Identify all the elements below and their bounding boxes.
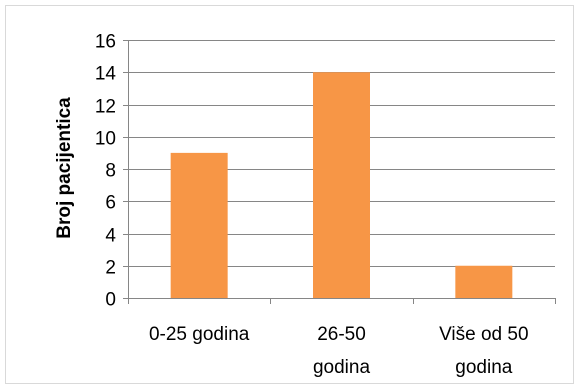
y-tick-label: 8 xyxy=(105,161,116,182)
bar-1 xyxy=(170,152,228,298)
y-tick-labels: 0 2 4 6 8 10 12 14 16 xyxy=(95,32,117,311)
y-tick-label: 0 xyxy=(105,290,116,311)
y-tick-label: 12 xyxy=(95,97,116,118)
y-tick-label: 2 xyxy=(105,258,116,279)
y-tick-label: 10 xyxy=(95,129,116,150)
bars xyxy=(170,72,513,298)
bar-2 xyxy=(313,72,370,298)
y-tick-label: 4 xyxy=(105,226,116,247)
y-tick-label: 14 xyxy=(95,64,117,85)
x-tick-label: 26-50 godina xyxy=(313,324,370,378)
x-tick-labels: 0-25 godina 26-50 godina Više od 50 godina xyxy=(149,324,529,378)
bar-3 xyxy=(455,265,513,298)
axes xyxy=(123,40,556,304)
chart-frame xyxy=(5,5,574,384)
x-tick-label: 0-25 godina xyxy=(149,324,250,345)
y-tick-label: 6 xyxy=(105,193,116,214)
y-tick-label: 16 xyxy=(95,32,116,53)
y-axis-title: Broj pacijentica xyxy=(54,97,75,239)
x-tick-label: Više od 50 godina xyxy=(439,324,528,378)
